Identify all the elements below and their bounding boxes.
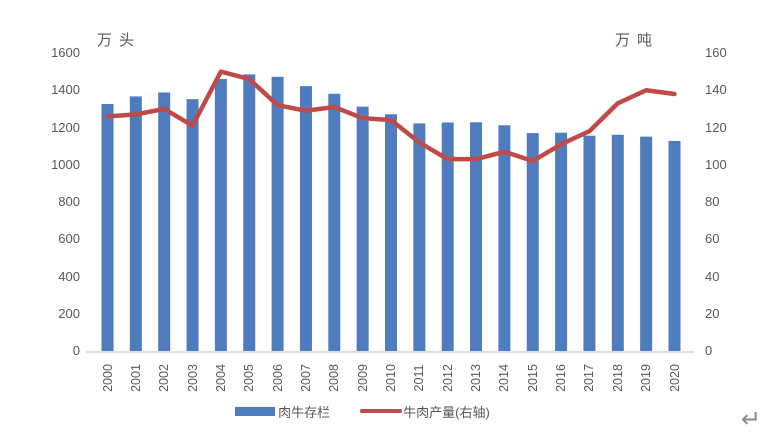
- left-axis-tick-label: 1600: [51, 45, 80, 60]
- x-axis-tick-label: 2002: [157, 364, 172, 392]
- line-series-swatch-icon: [360, 408, 403, 414]
- legend-item-line-series: 牛肉产量(右轴): [360, 402, 490, 421]
- left-axis-tick-label: 400: [58, 268, 80, 284]
- x-axis-tick-label: 2020: [667, 364, 682, 392]
- bar-2015: [526, 133, 539, 351]
- x-axis-tick-label: 2018: [610, 364, 625, 392]
- x-axis-tick-label: 2000: [100, 364, 115, 392]
- legend-label-line-series: 牛肉产量(右轴): [403, 404, 490, 420]
- bar-2002: [158, 92, 171, 352]
- line-series-path: [105, 69, 677, 164]
- right-axis-tick-label: 140: [705, 82, 727, 98]
- bar-2017: [583, 135, 596, 351]
- left-axis-tick-label: 600: [58, 231, 80, 247]
- right-axis-tick-label: 20: [705, 305, 720, 321]
- x-axis-tick-label: 2011: [412, 364, 427, 392]
- bar-2018: [611, 134, 624, 351]
- right-axis-tick-label: 160: [705, 45, 727, 60]
- bar-2016: [555, 132, 568, 351]
- x-axis-tick-label: 2001: [128, 364, 143, 392]
- x-axis-tick-label: 2015: [525, 364, 540, 392]
- x-axis-tick-label: 2010: [384, 364, 398, 392]
- right-axis-tick-label: 80: [705, 194, 720, 209]
- right-axis-tick-label: 100: [705, 156, 727, 172]
- x-axis-tick-label: 2013: [469, 364, 484, 392]
- bar-2005: [243, 74, 256, 351]
- bar-2000: [101, 104, 114, 351]
- left-axis-tick-label: 1200: [51, 119, 80, 135]
- left-axis-tick-label: 200: [58, 305, 80, 321]
- x-axis-tick-label: 2005: [242, 364, 257, 392]
- left-axis-title: 万头: [97, 32, 142, 49]
- bar-2013: [470, 122, 483, 351]
- bar-series-swatch-icon: [235, 406, 276, 416]
- x-axis-tick-label: 2004: [213, 364, 228, 392]
- bar-2003: [186, 99, 199, 351]
- x-axis-tick-label: 2007: [298, 364, 313, 392]
- legend-item-bar-series: 肉牛存栏: [235, 402, 330, 421]
- right-axis-tick-label: 0: [705, 343, 713, 358]
- bar-2020: [668, 140, 681, 351]
- x-axis-tick-label: 2006: [270, 364, 285, 392]
- right-axis-tick-label: 60: [705, 231, 720, 247]
- x-axis-tick-label: 2012: [440, 364, 455, 392]
- left-axis-tick-label: 1000: [51, 156, 80, 172]
- bar-2006: [271, 76, 284, 351]
- bar-2019: [640, 136, 653, 351]
- bar-2010: [385, 114, 397, 352]
- legend: 肉牛存栏 牛肉产量(右轴): [0, 402, 725, 420]
- left-axis-tick-label: 0: [72, 343, 80, 358]
- bar-2007: [299, 86, 312, 351]
- right-axis-title: 万吨: [615, 32, 660, 49]
- bar-2014: [498, 125, 511, 351]
- bar-2012: [441, 122, 454, 351]
- x-axis-tick-label: 2017: [582, 364, 597, 392]
- x-axis-tick-label: 2016: [554, 364, 569, 392]
- right-axis-tick-label: 40: [705, 268, 720, 284]
- legend-label-bar-series: 肉牛存栏: [278, 404, 331, 420]
- bar-2004: [214, 79, 227, 351]
- x-axis-tick-label: 2003: [185, 364, 200, 392]
- bar-2008: [328, 93, 341, 351]
- x-axis-tick-label: 2009: [355, 364, 370, 392]
- bar-2001: [129, 96, 142, 352]
- bar-2009: [356, 106, 369, 351]
- right-axis-tick-label: 120: [705, 119, 727, 135]
- x-axis-tick-label: 2019: [639, 364, 654, 392]
- paragraph-return-icon: ↵: [741, 405, 762, 433]
- x-axis-tick-label: 2014: [497, 364, 512, 392]
- left-axis-tick-label: 800: [58, 194, 80, 209]
- left-axis-tick-label: 1400: [51, 82, 80, 98]
- bar-2011: [413, 123, 426, 351]
- x-axis-tick-label: 2008: [327, 364, 342, 392]
